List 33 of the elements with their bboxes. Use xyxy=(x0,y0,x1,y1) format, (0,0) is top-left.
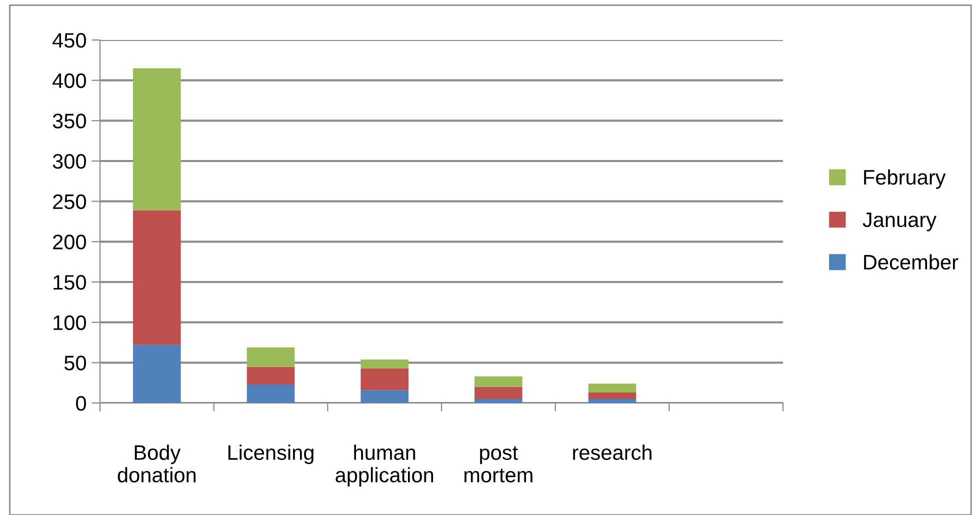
x-tick-label: Licensing xyxy=(228,444,314,464)
legend-label: December xyxy=(864,254,958,270)
y-tick-label: 100 xyxy=(54,315,86,330)
y-tick-label: 300 xyxy=(52,154,86,169)
bar xyxy=(133,68,181,210)
y-tick-label: 50 xyxy=(64,356,86,370)
bar xyxy=(246,366,295,384)
x-tick-label: post mortem xyxy=(464,446,532,482)
bar xyxy=(360,390,408,403)
legend-label: January xyxy=(862,212,936,232)
bar xyxy=(133,210,181,345)
bar xyxy=(246,347,295,367)
bar xyxy=(133,344,181,403)
y-tick-label: 200 xyxy=(53,234,86,250)
bar xyxy=(474,376,522,387)
y-tick-label: 150 xyxy=(54,275,86,290)
y-tick-label: 0 xyxy=(76,396,86,411)
bar xyxy=(588,384,636,393)
bar xyxy=(588,392,636,399)
y-tick-label: 400 xyxy=(52,73,86,88)
bar xyxy=(360,359,408,368)
bar xyxy=(360,368,408,390)
x-tick-label: research xyxy=(573,444,652,460)
legend-label: February xyxy=(864,169,946,189)
bar xyxy=(474,386,522,399)
bar xyxy=(474,398,522,403)
y-tick-label: 350 xyxy=(52,114,86,128)
bar xyxy=(246,384,295,403)
y-tick-label: 250 xyxy=(53,194,86,210)
bar xyxy=(588,398,636,403)
x-tick-label: human application xyxy=(336,444,434,487)
y-tick-label: 450 xyxy=(52,33,86,48)
x-tick-label: Body donation xyxy=(118,444,196,482)
